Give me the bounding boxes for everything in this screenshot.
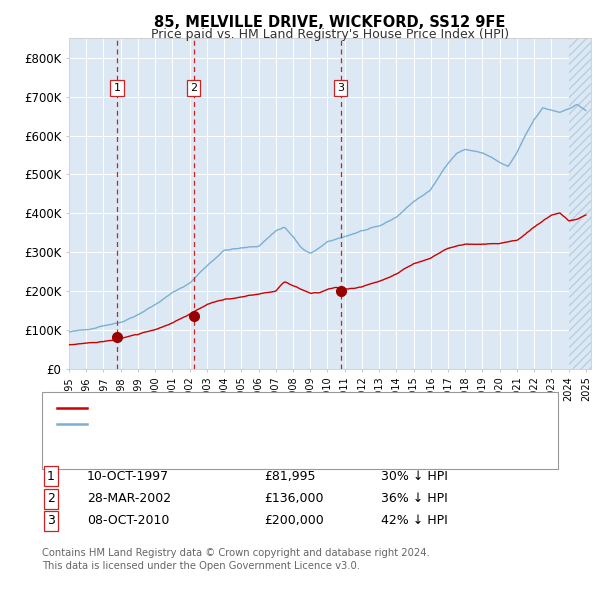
Text: Contains HM Land Registry data © Crown copyright and database right 2024.
This d: Contains HM Land Registry data © Crown c…: [42, 548, 430, 571]
Text: 1: 1: [47, 470, 55, 483]
Text: 85, MELVILLE DRIVE, WICKFORD, SS12 9FE: 85, MELVILLE DRIVE, WICKFORD, SS12 9FE: [154, 15, 506, 30]
Text: £81,995: £81,995: [264, 470, 316, 483]
Text: 2: 2: [190, 83, 197, 93]
Text: 36% ↓ HPI: 36% ↓ HPI: [381, 492, 448, 505]
Text: Price paid vs. HM Land Registry's House Price Index (HPI): Price paid vs. HM Land Registry's House …: [151, 28, 509, 41]
Bar: [569, 38, 591, 369]
Text: 2: 2: [47, 492, 55, 505]
Text: 10-OCT-1997: 10-OCT-1997: [87, 470, 169, 483]
Text: 1: 1: [113, 83, 121, 93]
Text: 42% ↓ HPI: 42% ↓ HPI: [381, 514, 448, 527]
Text: 3: 3: [47, 514, 55, 527]
Text: HPI: Average price, detached house, Basildon: HPI: Average price, detached house, Basi…: [90, 419, 344, 428]
Text: £136,000: £136,000: [264, 492, 323, 505]
Text: 08-OCT-2010: 08-OCT-2010: [87, 514, 169, 527]
Text: £200,000: £200,000: [264, 514, 324, 527]
Text: 28-MAR-2002: 28-MAR-2002: [87, 492, 171, 505]
Text: 85, MELVILLE DRIVE, WICKFORD, SS12 9FE (detached house): 85, MELVILLE DRIVE, WICKFORD, SS12 9FE (…: [90, 404, 430, 413]
Text: 30% ↓ HPI: 30% ↓ HPI: [381, 470, 448, 483]
Text: 3: 3: [337, 83, 344, 93]
Bar: [569, 38, 591, 369]
